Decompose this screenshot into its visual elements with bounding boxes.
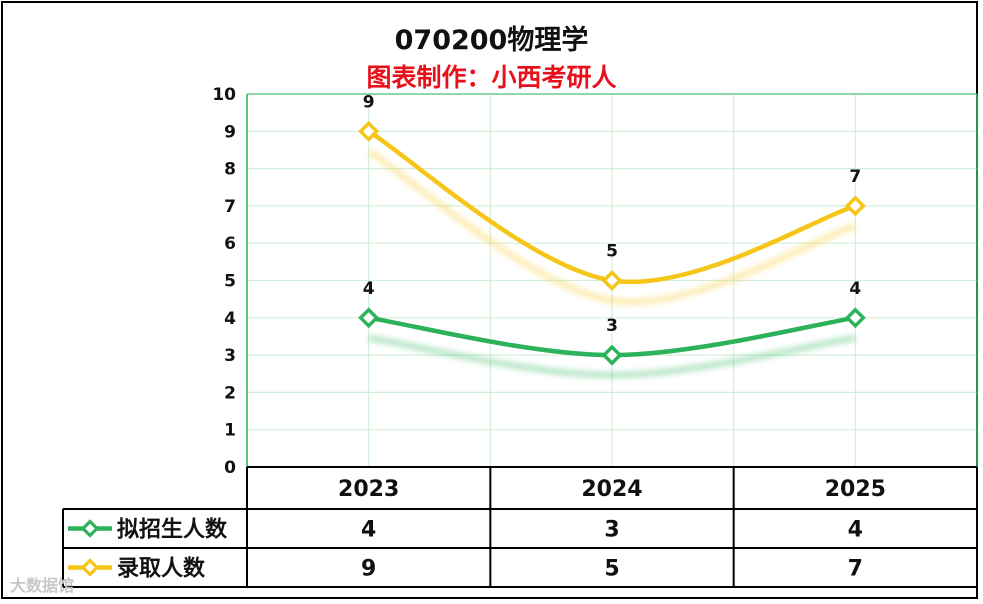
table-cell-value: 7 xyxy=(848,557,863,582)
y-tick-label: 4 xyxy=(224,309,236,329)
data-point-marker xyxy=(358,120,380,142)
data-label: 4 xyxy=(363,279,375,299)
data-point-marker xyxy=(601,344,623,366)
data-point-marker xyxy=(601,270,623,291)
y-tick-label: 8 xyxy=(224,160,236,180)
legend-series-name: 拟招生人数 xyxy=(117,517,228,543)
table-cell-value: 4 xyxy=(848,518,863,543)
data-label: 4 xyxy=(849,279,861,299)
y-tick-label: 9 xyxy=(224,122,236,142)
x-tick-label: 2025 xyxy=(825,477,886,502)
table-cell-value: 4 xyxy=(361,518,376,543)
data-point-marker xyxy=(844,307,866,329)
y-tick-label: 7 xyxy=(224,197,236,217)
y-tick-label: 1 xyxy=(224,421,236,441)
watermark: 大数据馆 xyxy=(10,576,75,595)
series-shadow-1 xyxy=(367,148,857,305)
y-tick-label: 3 xyxy=(224,346,236,366)
table-cell-value: 5 xyxy=(604,557,619,582)
y-tick-label: 2 xyxy=(224,383,236,403)
data-label: 3 xyxy=(606,316,618,336)
x-tick-label: 2024 xyxy=(581,477,642,502)
data-point-marker xyxy=(358,307,380,329)
data-label: 5 xyxy=(606,242,618,262)
legend-marker xyxy=(80,519,100,538)
data-label: 7 xyxy=(849,167,861,187)
x-tick-label: 2023 xyxy=(338,477,399,502)
y-tick-label: 6 xyxy=(224,234,236,254)
table-cell-value: 3 xyxy=(604,518,619,543)
chart-subtitle: 图表制作：小西考研人 xyxy=(366,63,617,92)
chart-title: 070200物理学 xyxy=(394,25,589,56)
y-tick-label: 5 xyxy=(224,272,236,292)
table-cell-value: 9 xyxy=(361,557,376,582)
series-shadow-0 xyxy=(368,334,856,379)
y-tick-label: 0 xyxy=(224,458,236,478)
legend-series-name: 录取人数 xyxy=(117,556,206,582)
data-label: 9 xyxy=(363,92,375,112)
data-point-marker xyxy=(844,195,866,217)
y-tick-label: 10 xyxy=(212,85,236,105)
legend-marker xyxy=(80,558,100,577)
